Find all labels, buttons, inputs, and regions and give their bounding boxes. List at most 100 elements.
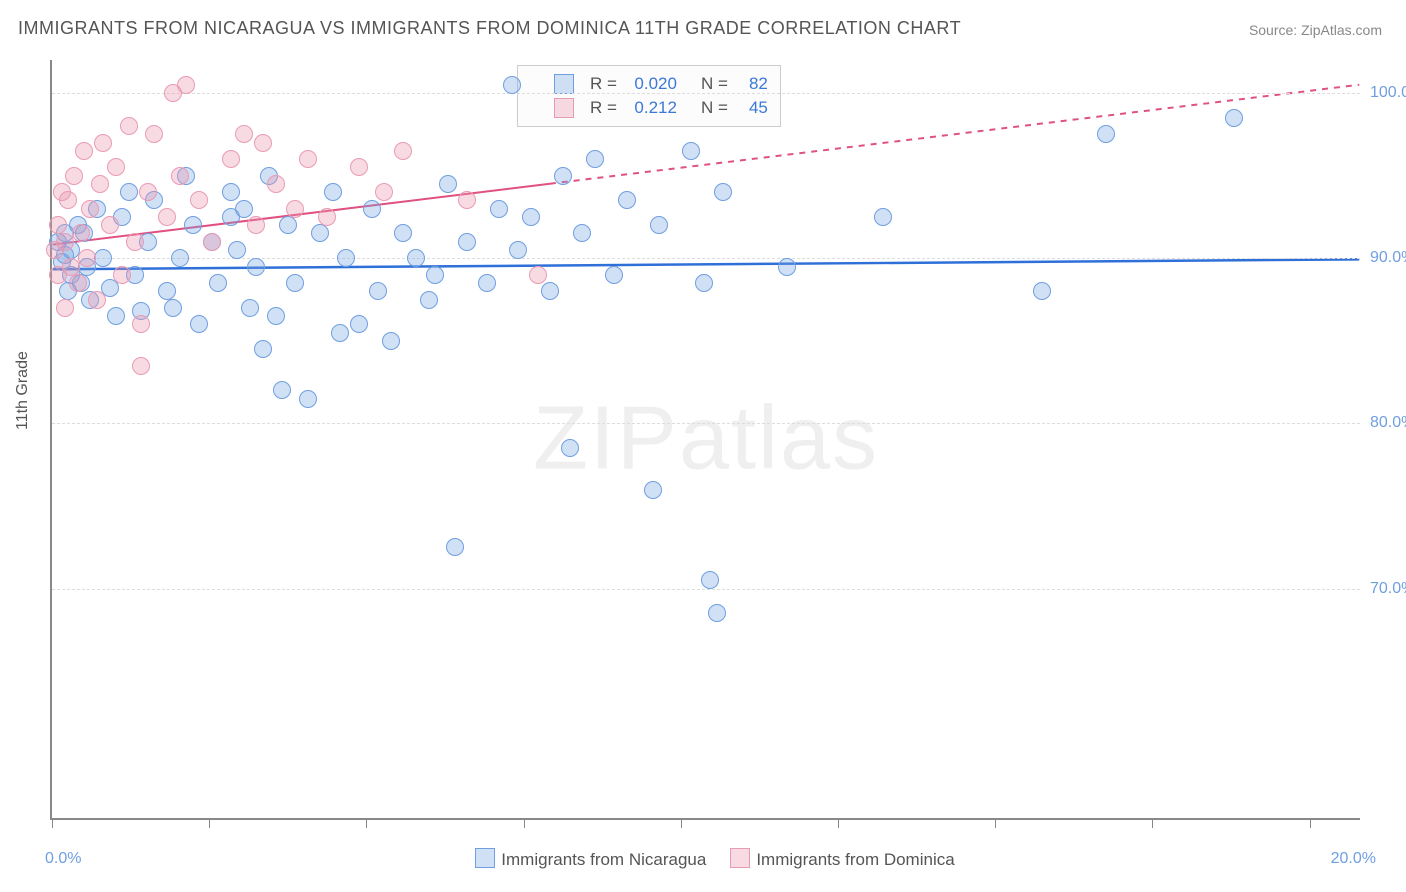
data-point: [394, 224, 412, 242]
chart-title: IMMIGRANTS FROM NICARAGUA VS IMMIGRANTS …: [18, 18, 961, 39]
data-point: [91, 175, 109, 193]
data-point: [375, 183, 393, 201]
x-tick: [1152, 818, 1153, 828]
data-point: [107, 158, 125, 176]
data-point: [286, 274, 304, 292]
data-point: [72, 224, 90, 242]
trend-lines-layer: [52, 60, 1360, 818]
data-point: [81, 200, 99, 218]
x-tick: [209, 818, 210, 828]
data-point: [714, 183, 732, 201]
data-point: [490, 200, 508, 218]
data-point: [394, 142, 412, 160]
data-point: [382, 332, 400, 350]
data-point: [363, 200, 381, 218]
data-point: [164, 299, 182, 317]
gridline: [52, 258, 1360, 259]
data-point: [88, 291, 106, 309]
data-point: [145, 125, 163, 143]
correlation-legend: R =0.020N =82R =0.212N =45: [517, 65, 781, 127]
data-point: [228, 241, 246, 259]
y-tick-label: 80.0%: [1370, 414, 1406, 432]
data-point: [132, 315, 150, 333]
data-point: [650, 216, 668, 234]
legend-n-label: N =: [701, 74, 728, 94]
data-point: [458, 233, 476, 251]
data-point: [177, 76, 195, 94]
data-point: [254, 340, 272, 358]
data-point: [311, 224, 329, 242]
data-point: [458, 191, 476, 209]
data-point: [171, 249, 189, 267]
legend-row: R =0.212N =45: [530, 96, 768, 120]
data-point: [222, 150, 240, 168]
data-point: [273, 381, 291, 399]
legend-series-label: Immigrants from Dominica: [756, 850, 954, 869]
legend-n-label: N =: [701, 98, 728, 118]
data-point: [554, 167, 572, 185]
data-point: [158, 208, 176, 226]
data-point: [701, 571, 719, 589]
data-point: [299, 150, 317, 168]
data-point: [113, 266, 131, 284]
x-tick: [838, 818, 839, 828]
data-point: [49, 216, 67, 234]
data-point: [78, 249, 96, 267]
series-legend: Immigrants from Nicaragua Immigrants from…: [0, 848, 1406, 870]
data-point: [59, 191, 77, 209]
data-point: [286, 200, 304, 218]
data-point: [1097, 125, 1115, 143]
data-point: [299, 390, 317, 408]
data-point: [158, 282, 176, 300]
gridline: [52, 93, 1360, 94]
data-point: [235, 125, 253, 143]
plot-area: ZIPatlas R =0.020N =82R =0.212N =45 70.0…: [50, 60, 1360, 820]
data-point: [695, 274, 713, 292]
data-point: [56, 299, 74, 317]
data-point: [573, 224, 591, 242]
data-point: [184, 216, 202, 234]
data-point: [209, 274, 227, 292]
data-point: [586, 150, 604, 168]
data-point: [420, 291, 438, 309]
legend-r-value: 0.020: [627, 74, 677, 94]
legend-series-label: Immigrants from Nicaragua: [501, 850, 706, 869]
legend-swatch: [554, 98, 574, 118]
data-point: [561, 439, 579, 457]
x-tick: [1310, 818, 1311, 828]
data-point: [267, 307, 285, 325]
data-point: [120, 183, 138, 201]
legend-r-label: R =: [590, 98, 617, 118]
x-tick: [681, 818, 682, 828]
data-point: [94, 134, 112, 152]
data-point: [778, 258, 796, 276]
source-link[interactable]: ZipAtlas.com: [1301, 22, 1382, 38]
data-point: [190, 315, 208, 333]
data-point: [235, 200, 253, 218]
x-tick: [995, 818, 996, 828]
data-point: [618, 191, 636, 209]
data-point: [75, 142, 93, 160]
data-point: [171, 167, 189, 185]
source-prefix: Source:: [1249, 22, 1301, 38]
data-point: [203, 233, 221, 251]
data-point: [1033, 282, 1051, 300]
data-point: [94, 249, 112, 267]
data-point: [247, 258, 265, 276]
data-point: [407, 249, 425, 267]
data-point: [331, 324, 349, 342]
data-point: [439, 175, 457, 193]
data-point: [529, 266, 547, 284]
data-point: [708, 604, 726, 622]
y-tick-label: 90.0%: [1370, 249, 1406, 267]
data-point: [241, 299, 259, 317]
data-point: [682, 142, 700, 160]
legend-n-value: 45: [738, 98, 768, 118]
y-tick-label: 100.0%: [1370, 84, 1406, 102]
watermark-bold: ZIP: [533, 389, 679, 489]
data-point: [369, 282, 387, 300]
x-tick: [524, 818, 525, 828]
data-point: [446, 538, 464, 556]
data-point: [350, 158, 368, 176]
data-point: [426, 266, 444, 284]
